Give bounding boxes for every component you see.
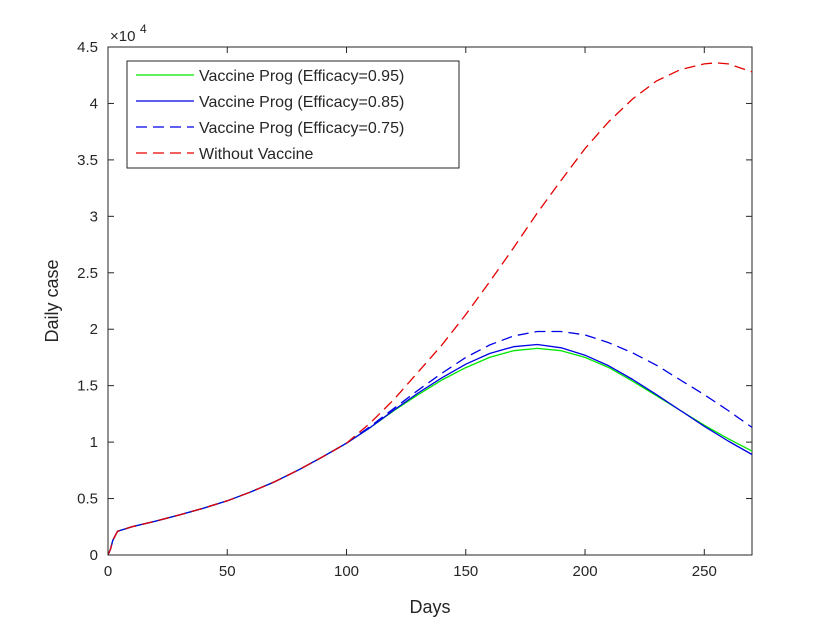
x-axis-label: Days	[409, 597, 450, 617]
x-axis-ticks: 0 50 100 150 200 250	[104, 47, 717, 580]
legend-label-3: Vaccine Prog (Efficacy=0.75)	[199, 120, 404, 137]
y-axis-ticks: 0 0.5 1 1.5 2 2.5 3 3.5 4 4.5	[77, 39, 752, 564]
series-line-3	[107, 330, 753, 556]
legend-box	[126, 60, 460, 169]
x-tick-label: 200	[573, 563, 598, 580]
series-line-4	[107, 62, 753, 556]
y-tick-label: 0	[90, 547, 98, 564]
y-exponent: ×10 4	[110, 22, 147, 45]
y-exponent-power: 4	[140, 22, 147, 36]
y-tick-label: 2	[90, 321, 98, 338]
x-tick-label: 50	[219, 563, 236, 580]
legend: Vaccine Prog (Efficacy=0.95) Vaccine Prog…	[126, 60, 460, 169]
y-tick-label: 3.5	[77, 152, 98, 169]
series-line-2	[107, 343, 753, 556]
y-exponent-base: ×10	[110, 28, 135, 45]
y-tick-label: 1.5	[77, 378, 98, 395]
legend-label-1: Vaccine Prog (Efficacy=0.95)	[199, 68, 404, 85]
x-tick-label: 250	[692, 563, 717, 580]
x-tick-label: 100	[334, 563, 359, 580]
x-tick-label: 0	[104, 563, 112, 580]
y-tick-label: 1	[90, 434, 98, 451]
x-tick-label: 150	[453, 563, 478, 580]
y-tick-label: 4.5	[77, 39, 98, 56]
y-tick-label: 0.5	[77, 491, 98, 508]
legend-label-4: Without Vaccine	[199, 146, 314, 163]
series-layer	[107, 62, 753, 556]
y-axis-label: Daily case	[42, 259, 62, 342]
legend-label-2: Vaccine Prog (Efficacy=0.85)	[199, 94, 404, 111]
y-tick-label: 4	[90, 95, 98, 112]
y-tick-label: 2.5	[77, 265, 98, 282]
y-tick-label: 3	[90, 208, 98, 225]
